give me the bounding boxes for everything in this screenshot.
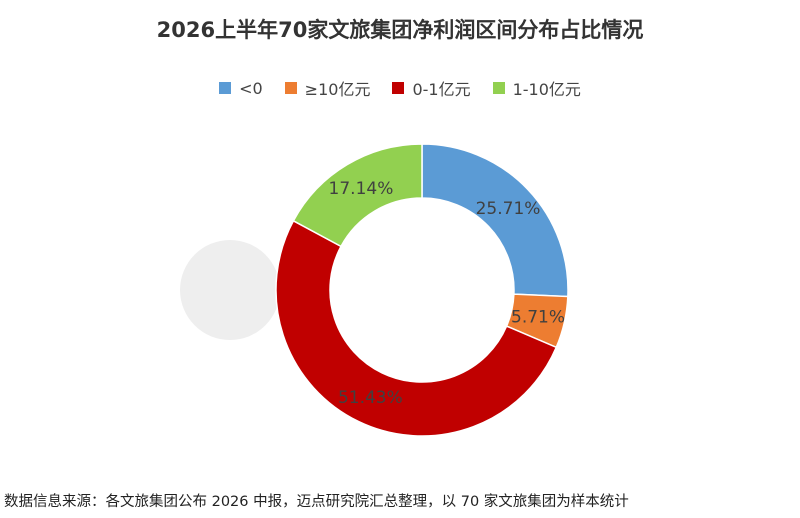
- legend-swatch: [284, 82, 297, 94]
- legend-item-1-10: 1-10亿元: [492, 76, 581, 100]
- source-note: 数据信息来源：各文旅集团公布 2026 中报，迈点研究院汇总整理，以 70 家文…: [4, 494, 629, 510]
- slice-2: [275, 219, 558, 437]
- slice-3: [292, 143, 423, 248]
- legend-swatch: [219, 82, 232, 94]
- legend-item-0-1: 0-1亿元: [392, 76, 471, 100]
- legend-item-negative: <0: [219, 76, 263, 100]
- legend-label: <0: [239, 78, 263, 98]
- data-label-1: 5.71%: [511, 307, 565, 327]
- legend-swatch: [492, 82, 505, 94]
- legend-label: 1-10亿元: [512, 80, 581, 99]
- chart-title: 2026上半年70家文旅集团净利润区间分布占比情况: [156, 18, 644, 42]
- slice-0: [421, 143, 569, 298]
- legend-label: 0-1亿元: [412, 80, 471, 99]
- data-label-0: 25.71%: [476, 199, 541, 219]
- data-label-2: 51.43%: [338, 388, 403, 408]
- chart-legend: <0 ≥10亿元 0-1亿元 1-10亿元: [0, 76, 800, 100]
- legend-swatch: [392, 82, 405, 94]
- legend-label: ≥10亿元: [304, 80, 371, 99]
- data-label-3: 17.14%: [329, 179, 394, 199]
- legend-item-over-10: ≥10亿元: [284, 76, 371, 100]
